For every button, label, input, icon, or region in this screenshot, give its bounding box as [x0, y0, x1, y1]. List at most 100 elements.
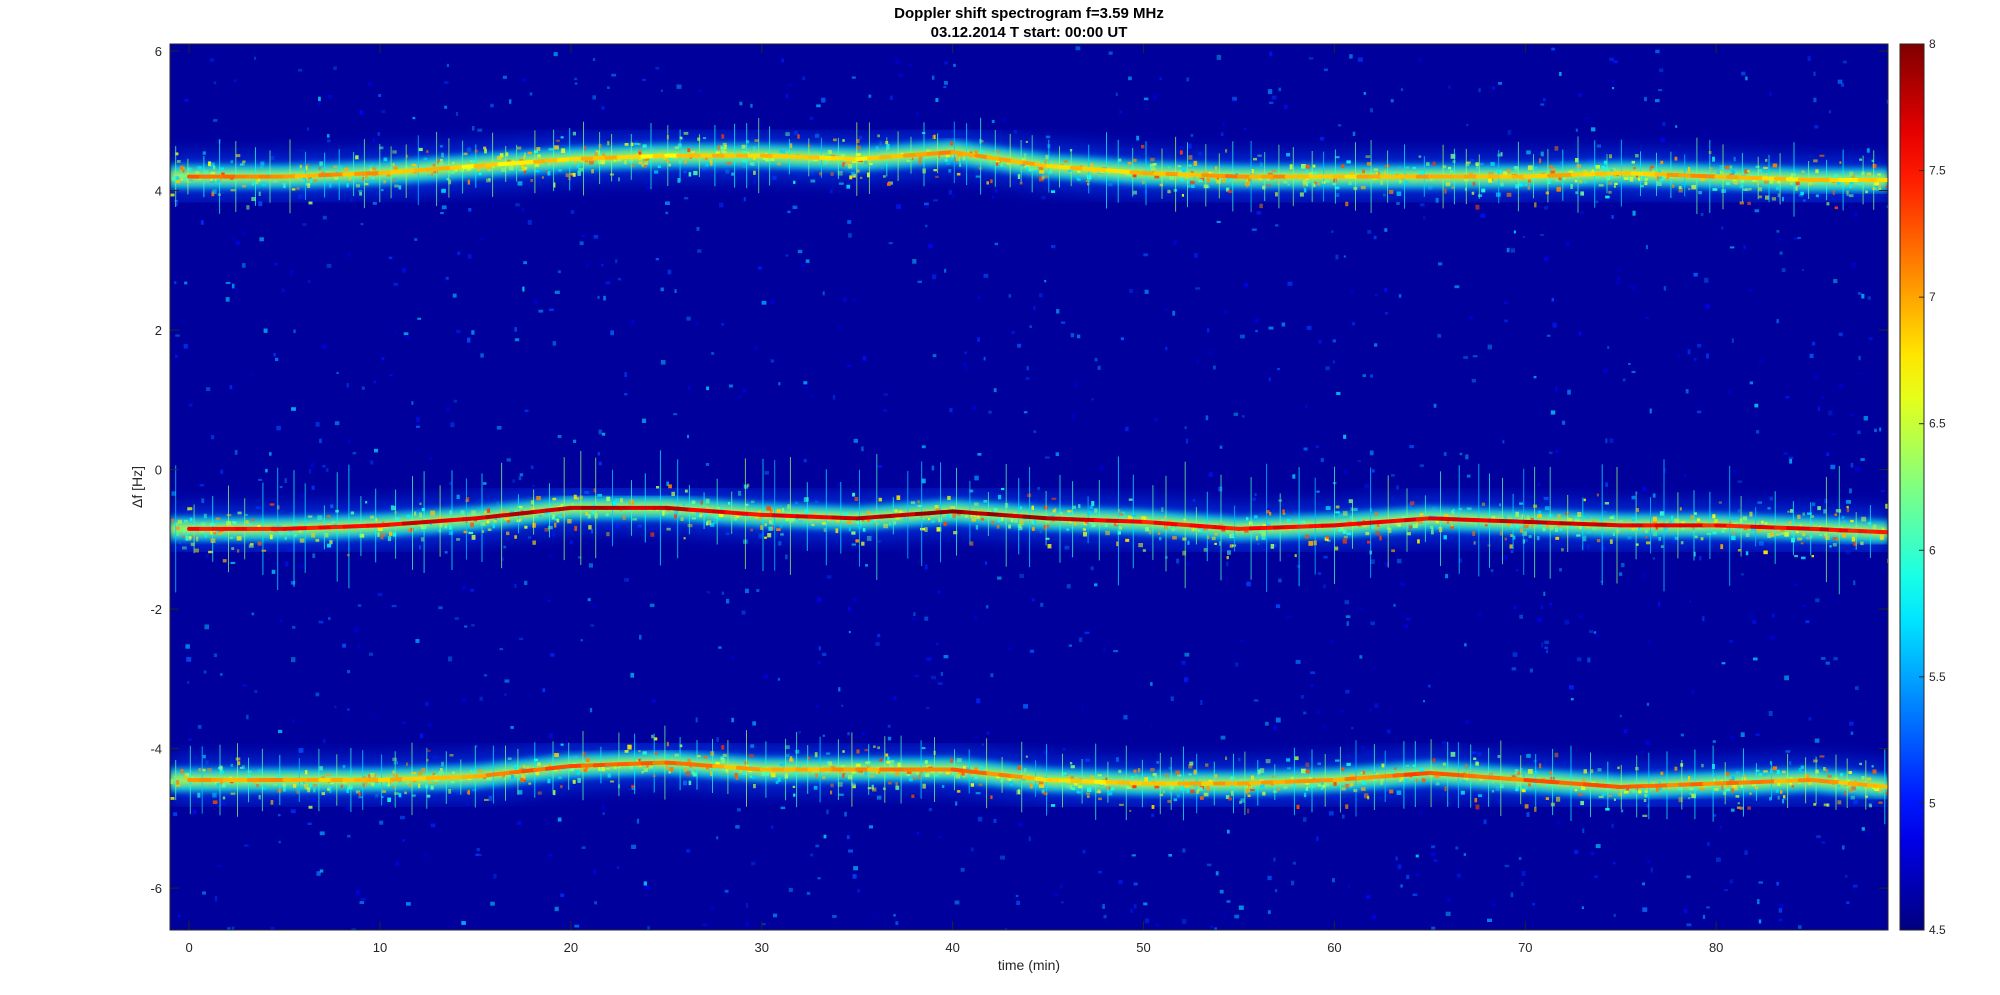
- trace-speckle: [1722, 526, 1727, 530]
- trace-core-segment: [401, 520, 418, 526]
- trace-speckle: [1731, 170, 1735, 175]
- noise-speckle: [1689, 600, 1692, 603]
- noise-speckle: [1490, 569, 1494, 573]
- trace-speckle: [1444, 188, 1447, 194]
- noise-speckle: [1687, 349, 1691, 355]
- trace-speckle: [1255, 535, 1259, 541]
- trace-speckle: [1885, 792, 1888, 795]
- trace-speckle: [344, 167, 349, 171]
- noise-speckle: [837, 482, 841, 487]
- noise-speckle: [1658, 601, 1661, 607]
- noise-speckle: [1579, 615, 1583, 618]
- trace-speckle: [248, 774, 251, 780]
- trace-speckle: [674, 146, 679, 150]
- trace-speckle: [1346, 532, 1352, 536]
- trace-speckle: [1110, 787, 1115, 791]
- trace-speckle: [507, 159, 511, 163]
- noise-speckle: [1349, 54, 1353, 59]
- trace-speckle: [421, 768, 426, 773]
- noise-speckle: [778, 541, 782, 546]
- noise-speckle: [1649, 408, 1652, 414]
- trace-speckle: [523, 156, 526, 160]
- noise-speckle: [1733, 469, 1738, 474]
- trace-speckle: [687, 759, 691, 764]
- noise-speckle: [502, 75, 507, 79]
- noise-speckle: [1550, 410, 1556, 415]
- trace-speckle: [1031, 519, 1035, 524]
- trace-speckle: [1564, 512, 1570, 516]
- noise-speckle: [560, 893, 565, 897]
- trace-speckle: [1765, 158, 1768, 162]
- noise-speckle: [739, 101, 743, 106]
- noise-speckle: [285, 561, 289, 567]
- noise-speckle: [801, 264, 806, 267]
- noise-speckle: [1213, 365, 1216, 370]
- trace-speckle: [574, 770, 579, 773]
- noise-speckle: [1445, 573, 1449, 579]
- trace-speckle: [1214, 532, 1218, 536]
- noise-speckle: [848, 849, 853, 853]
- trace-speckle: [1154, 785, 1160, 789]
- noise-speckle: [1658, 89, 1663, 92]
- trace-speckle: [1365, 531, 1370, 536]
- noise-speckle: [174, 199, 179, 202]
- noise-speckle: [974, 475, 979, 481]
- trace-speckle: [1541, 778, 1546, 781]
- trace-speckle: [578, 167, 584, 172]
- trace-speckle: [220, 766, 223, 771]
- trace-speckle: [308, 805, 313, 809]
- trace-speckle: [190, 542, 195, 547]
- trace-speckle: [381, 796, 384, 799]
- noise-speckle: [1830, 464, 1836, 470]
- noise-speckle: [336, 371, 339, 374]
- trace-speckle: [374, 783, 379, 787]
- trace-speckle: [1244, 181, 1250, 186]
- noise-speckle: [1310, 671, 1316, 674]
- trace-speckle: [1705, 779, 1708, 784]
- trace-speckle: [1527, 769, 1533, 774]
- trace-speckle: [1039, 170, 1045, 174]
- noise-speckle: [1655, 99, 1660, 103]
- trace-speckle: [1047, 544, 1052, 549]
- trace-speckle: [856, 169, 860, 173]
- doppler-trace-1: [170, 117, 1888, 217]
- noise-speckle: [1113, 650, 1118, 653]
- noise-speckle: [1650, 867, 1653, 873]
- trace-speckle: [1317, 783, 1321, 787]
- noise-speckle: [1165, 346, 1168, 351]
- noise-speckle: [1716, 857, 1721, 862]
- noise-speckle: [1443, 452, 1447, 456]
- noise-speckle: [510, 726, 514, 729]
- noise-speckle: [983, 273, 989, 278]
- noise-speckle: [1029, 325, 1032, 328]
- noise-speckle: [821, 97, 826, 103]
- noise-speckle: [220, 469, 224, 474]
- noise-speckle: [823, 834, 827, 839]
- trace-speckle: [1348, 181, 1352, 185]
- trace-speckle: [1807, 512, 1812, 515]
- trace-speckle: [1489, 773, 1493, 777]
- trace-speckle: [837, 782, 843, 787]
- noise-speckle: [848, 631, 851, 634]
- trace-speckle: [319, 766, 323, 771]
- trace-speckle: [426, 150, 429, 153]
- noise-speckle: [210, 58, 215, 62]
- noise-speckle: [322, 464, 326, 468]
- noise-speckle: [617, 866, 620, 869]
- trace-speckle: [1525, 183, 1528, 187]
- trace-speckle: [571, 503, 574, 507]
- trace-speckle: [1536, 536, 1540, 541]
- trace-speckle: [427, 749, 431, 752]
- noise-speckle: [1269, 101, 1274, 104]
- noise-speckle: [1303, 711, 1307, 715]
- trace-speckle: [1506, 169, 1511, 174]
- trace-speckle: [519, 518, 522, 522]
- trace-speckle: [188, 179, 193, 182]
- trace-speckle: [1262, 791, 1266, 796]
- trace-speckle: [1527, 515, 1530, 520]
- trace-speckle: [1184, 784, 1189, 788]
- trace-speckle: [1576, 534, 1581, 537]
- x-axis-label: time (min): [998, 957, 1060, 973]
- noise-speckle: [1423, 700, 1425, 703]
- trace-speckle: [1878, 184, 1881, 187]
